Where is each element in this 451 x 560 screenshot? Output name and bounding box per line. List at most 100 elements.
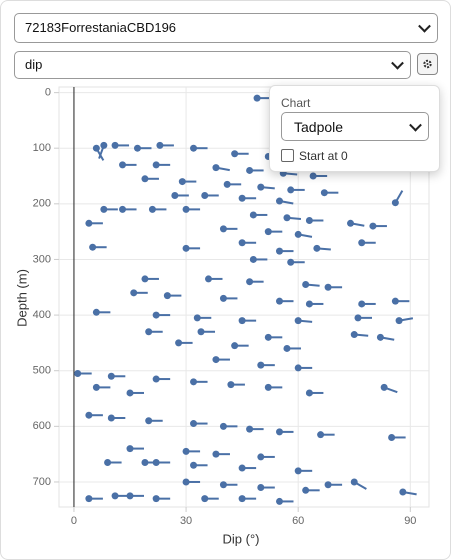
field-select[interactable]: dip bbox=[14, 51, 411, 79]
tadpole bbox=[257, 183, 275, 191]
tadpole bbox=[257, 361, 275, 369]
tadpole bbox=[231, 150, 249, 158]
tadpole bbox=[238, 239, 257, 247]
tadpole bbox=[104, 458, 122, 466]
tadpole-head bbox=[246, 425, 254, 433]
tadpole bbox=[309, 172, 328, 180]
tadpole-head bbox=[399, 488, 407, 496]
tadpole-head bbox=[287, 186, 295, 194]
tadpole bbox=[92, 144, 105, 161]
chart-type-text: Tadpole bbox=[294, 119, 344, 135]
tadpole-head bbox=[111, 492, 119, 500]
tadpole-head bbox=[182, 447, 190, 455]
tadpole-head bbox=[283, 214, 291, 222]
tadpole bbox=[350, 478, 367, 490]
tadpole-head bbox=[145, 328, 153, 336]
tadpole bbox=[148, 205, 167, 213]
tadpole-head bbox=[294, 230, 302, 238]
tadpole-head bbox=[253, 94, 261, 102]
tadpole-head bbox=[92, 383, 100, 391]
tadpole-head bbox=[380, 383, 388, 391]
tadpole-head bbox=[257, 183, 265, 191]
tadpole-head bbox=[350, 478, 358, 486]
tadpole bbox=[212, 164, 230, 172]
tadpole bbox=[193, 314, 212, 322]
tadpole-head bbox=[201, 191, 209, 199]
y-tick-label: 400 bbox=[33, 309, 51, 321]
tadpole bbox=[324, 481, 343, 489]
dataset-text: 72183ForrestaniaCBD196 bbox=[25, 20, 177, 35]
tadpole bbox=[223, 180, 242, 188]
tadpole-head bbox=[141, 275, 149, 283]
tadpole-head bbox=[141, 458, 149, 466]
tadpole-head bbox=[100, 205, 108, 213]
tadpole bbox=[283, 344, 301, 352]
tadpole bbox=[320, 189, 339, 197]
popup-label: Chart bbox=[281, 96, 311, 110]
tadpole-head bbox=[212, 164, 220, 172]
tadpole bbox=[178, 178, 197, 186]
tadpole bbox=[85, 219, 103, 227]
tadpole-head bbox=[227, 381, 235, 389]
tadpole bbox=[152, 311, 171, 319]
checkbox-label: Start at 0 bbox=[299, 149, 348, 163]
tadpole-head bbox=[163, 292, 171, 300]
tadpole-head bbox=[219, 481, 227, 489]
tadpole-head bbox=[276, 297, 284, 305]
tadpole-head bbox=[204, 275, 212, 283]
tadpole-head bbox=[119, 205, 127, 213]
checkbox[interactable] bbox=[281, 149, 294, 162]
gear-icon bbox=[423, 59, 432, 69]
settings-button[interactable] bbox=[417, 53, 438, 75]
tadpole bbox=[283, 214, 302, 222]
tadpole bbox=[190, 144, 208, 152]
tadpole-head bbox=[231, 342, 239, 350]
tadpole-head bbox=[257, 484, 265, 492]
tadpole bbox=[264, 383, 283, 391]
tadpole-head bbox=[92, 144, 100, 152]
tadpole bbox=[305, 300, 324, 308]
tadpole bbox=[246, 425, 264, 433]
chart-type-select[interactable]: Tadpole bbox=[281, 112, 429, 141]
tadpole-head bbox=[395, 317, 403, 325]
tadpole bbox=[92, 383, 111, 391]
tadpole bbox=[219, 481, 238, 489]
tadpole bbox=[249, 255, 268, 263]
tadpole-head bbox=[219, 422, 227, 430]
y-tick-label: 600 bbox=[33, 420, 51, 432]
x-tick-label: 0 bbox=[71, 515, 77, 527]
tadpole bbox=[182, 478, 201, 486]
tadpole bbox=[287, 258, 305, 266]
tadpole-head bbox=[294, 467, 302, 475]
tadpole-head bbox=[287, 258, 295, 266]
tadpole bbox=[190, 420, 208, 428]
tadpole bbox=[197, 328, 216, 336]
tadpole bbox=[276, 297, 294, 305]
tadpole-head bbox=[294, 317, 302, 325]
tadpole bbox=[85, 411, 103, 419]
tadpole bbox=[201, 191, 219, 199]
tadpole bbox=[380, 383, 398, 394]
tadpole-head bbox=[305, 300, 313, 308]
tadpole-head bbox=[313, 244, 321, 252]
tadpole-head bbox=[85, 219, 93, 227]
tadpole-head bbox=[249, 255, 257, 263]
tadpole-head bbox=[182, 478, 190, 486]
tadpole-head bbox=[223, 180, 231, 188]
tadpole bbox=[182, 244, 201, 252]
tadpole bbox=[212, 450, 230, 458]
tadpole bbox=[190, 378, 208, 386]
tadpole bbox=[358, 300, 376, 308]
tadpole bbox=[313, 244, 331, 252]
tadpole bbox=[376, 333, 395, 341]
tadpole-head bbox=[324, 283, 332, 291]
tadpole-head bbox=[152, 161, 160, 169]
tadpole bbox=[324, 283, 343, 291]
tadpole-head bbox=[197, 328, 205, 336]
tadpole bbox=[238, 464, 257, 472]
x-tick-label: 90 bbox=[404, 515, 416, 527]
dataset-select[interactable]: 72183ForrestaniaCBD196 bbox=[14, 13, 438, 43]
tadpole bbox=[302, 280, 320, 288]
tadpole bbox=[100, 205, 118, 213]
